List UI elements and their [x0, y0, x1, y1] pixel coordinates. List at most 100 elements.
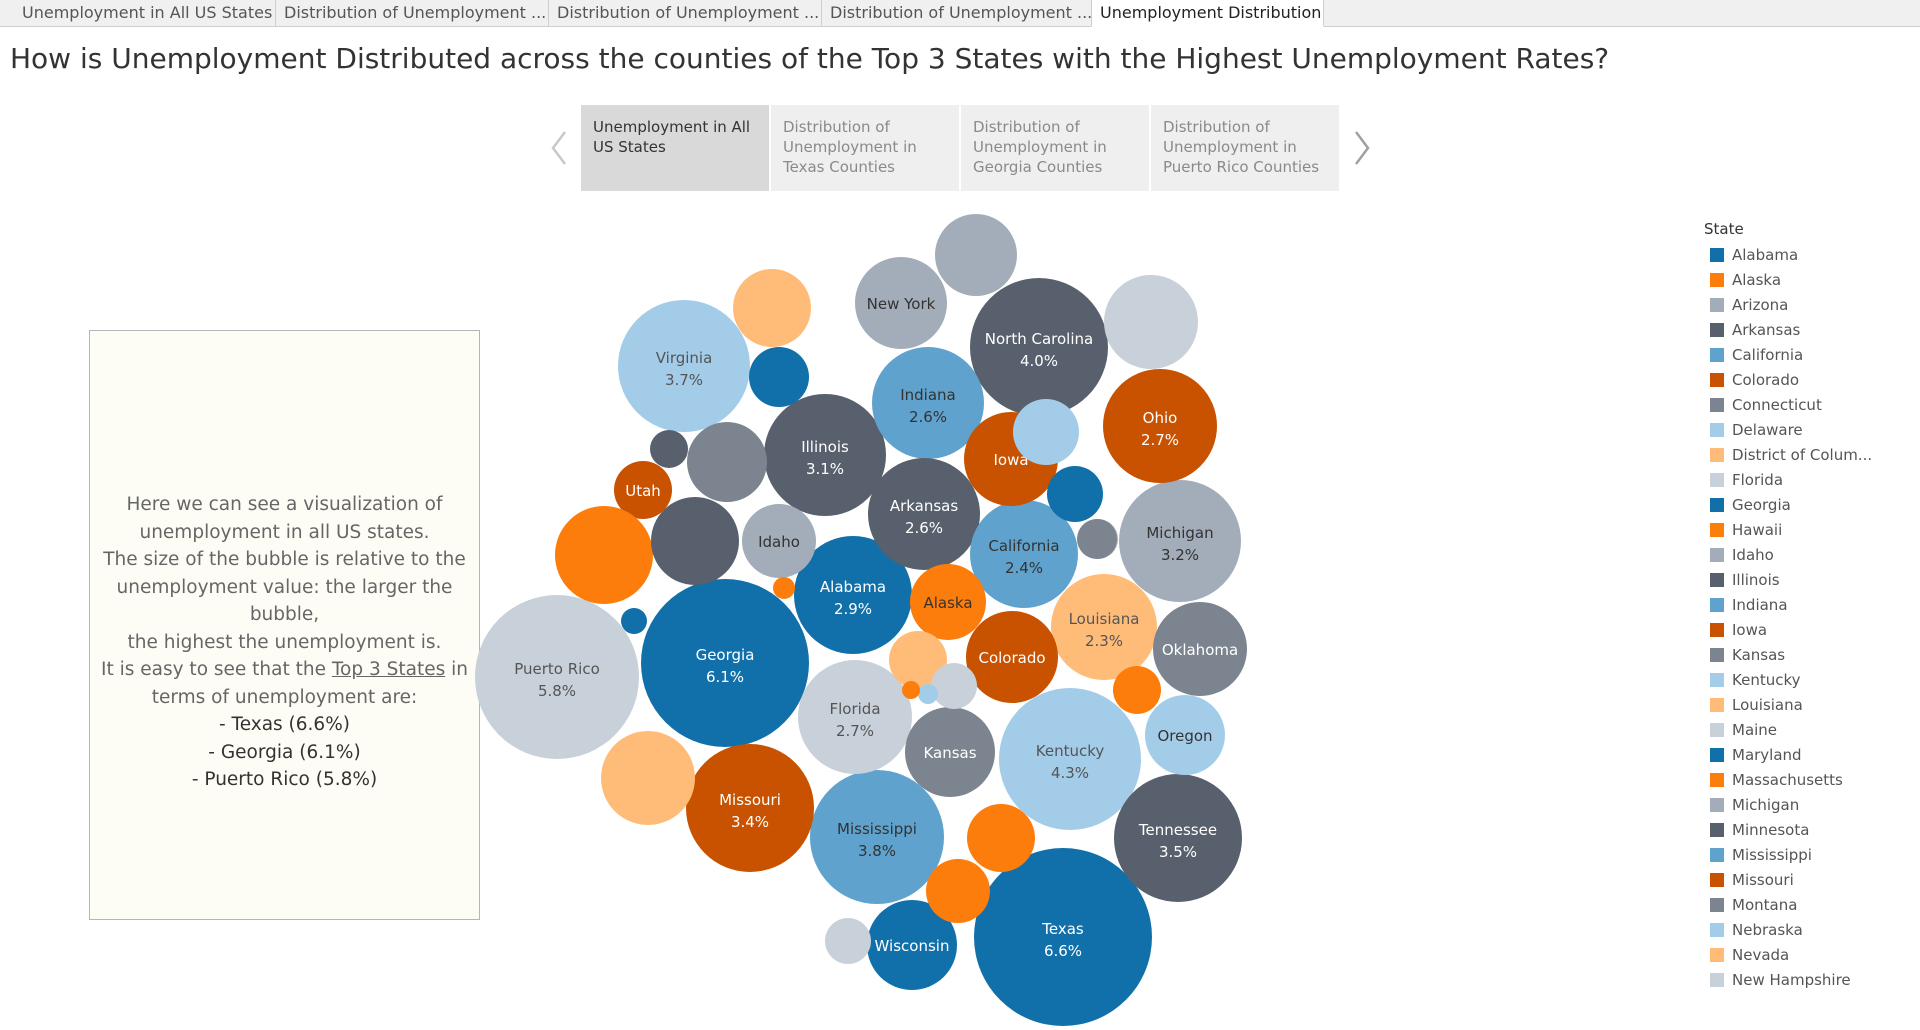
- bubble-unlabeled[interactable]: [733, 269, 811, 347]
- bubble-unlabeled[interactable]: [687, 422, 767, 502]
- bubble-missouri[interactable]: [686, 744, 814, 872]
- legend-item[interactable]: Alaska: [1704, 269, 1914, 294]
- legend-item[interactable]: Nevada: [1704, 944, 1914, 969]
- bubble-arkansas[interactable]: [868, 458, 980, 570]
- bubble-oklahoma[interactable]: [1153, 602, 1247, 696]
- bubble-florida[interactable]: [798, 660, 912, 774]
- bubble-unlabeled[interactable]: [926, 859, 990, 923]
- bubble-unlabeled[interactable]: [931, 663, 977, 709]
- bubble-kentucky[interactable]: [999, 688, 1141, 830]
- bubble-virginia[interactable]: [618, 300, 750, 432]
- legend-item[interactable]: Georgia: [1704, 494, 1914, 519]
- bubble-puerto-rico[interactable]: [475, 595, 639, 759]
- story-point-georgia[interactable]: Distribution of Unemployment in Georgia …: [961, 105, 1149, 191]
- legend-item[interactable]: Missouri: [1704, 869, 1914, 894]
- legend-label: District of Colum...: [1732, 446, 1873, 464]
- legend-item[interactable]: Florida: [1704, 469, 1914, 494]
- bubble-tennessee[interactable]: [1114, 774, 1242, 902]
- tab-unemployment-distribution[interactable]: Unemployment Distribution: [1091, 0, 1324, 27]
- bubble-unlabeled[interactable]: [889, 631, 947, 689]
- legend-item[interactable]: District of Colum...: [1704, 444, 1914, 469]
- legend-item[interactable]: Kansas: [1704, 644, 1914, 669]
- tab-distribution-2[interactable]: Distribution of Unemployment ...: [549, 0, 822, 26]
- story-next-arrow[interactable]: [1352, 130, 1372, 166]
- story-point-texas[interactable]: Distribution of Unemployment in Texas Co…: [771, 105, 959, 191]
- bubble-unlabeled[interactable]: [621, 608, 647, 634]
- bubble-unlabeled[interactable]: [1104, 275, 1198, 369]
- top-3-states-link[interactable]: Top 3 States: [331, 659, 446, 680]
- bubble-unlabeled[interactable]: [1113, 666, 1161, 714]
- bubble-value-label: 5.8%: [538, 682, 576, 700]
- bubble-value-label: 2.7%: [836, 722, 874, 740]
- legend-item[interactable]: Delaware: [1704, 419, 1914, 444]
- tab-unemployment-all-states[interactable]: Unemployment in All US States: [14, 0, 276, 26]
- legend-item[interactable]: Connecticut: [1704, 394, 1914, 419]
- bubble-indiana[interactable]: [872, 347, 984, 459]
- bubble-mississippi[interactable]: [810, 770, 944, 904]
- legend-item[interactable]: Arkansas: [1704, 319, 1914, 344]
- bubble-unlabeled[interactable]: [601, 731, 695, 825]
- legend-item[interactable]: Idaho: [1704, 544, 1914, 569]
- legend-item[interactable]: New Hampshire: [1704, 969, 1914, 994]
- bubble-oregon[interactable]: [1145, 695, 1225, 775]
- bubble-louisiana[interactable]: [1051, 574, 1157, 680]
- bubble-utah[interactable]: [614, 461, 672, 519]
- legend-item[interactable]: Colorado: [1704, 369, 1914, 394]
- legend-item[interactable]: Minnesota: [1704, 819, 1914, 844]
- story-point-all-states[interactable]: Unemployment in All US States: [581, 105, 769, 191]
- chevron-right-icon: [1355, 131, 1370, 165]
- legend-item[interactable]: Louisiana: [1704, 694, 1914, 719]
- bubble-california[interactable]: [970, 500, 1078, 608]
- legend-item[interactable]: Massachusetts: [1704, 769, 1914, 794]
- bubble-michigan[interactable]: [1119, 480, 1241, 602]
- legend-item[interactable]: Michigan: [1704, 794, 1914, 819]
- story-prev-arrow[interactable]: [549, 130, 569, 166]
- bubble-illinois[interactable]: [764, 394, 886, 516]
- bubble-georgia[interactable]: [641, 579, 809, 747]
- bubble-unlabeled[interactable]: [651, 497, 739, 585]
- bubble-alabama[interactable]: [794, 536, 912, 654]
- legend-label: Massachusetts: [1732, 771, 1843, 789]
- bubble-unlabeled[interactable]: [1013, 399, 1079, 465]
- legend-label: Georgia: [1732, 496, 1791, 514]
- legend-item[interactable]: California: [1704, 344, 1914, 369]
- legend-item[interactable]: Mississippi: [1704, 844, 1914, 869]
- legend-label: Connecticut: [1732, 396, 1822, 414]
- legend-item[interactable]: Nebraska: [1704, 919, 1914, 944]
- bubble-unlabeled[interactable]: [902, 681, 920, 699]
- bubble-unlabeled[interactable]: [773, 577, 795, 599]
- bubble-unlabeled[interactable]: [650, 430, 688, 468]
- bubble-unlabeled[interactable]: [1047, 466, 1103, 522]
- bubble-unlabeled[interactable]: [935, 214, 1017, 296]
- tab-distribution-1[interactable]: Distribution of Unemployment ...: [276, 0, 549, 26]
- legend-item[interactable]: Indiana: [1704, 594, 1914, 619]
- legend-item[interactable]: Maine: [1704, 719, 1914, 744]
- bubble-unlabeled[interactable]: [825, 918, 871, 964]
- bubble-colorado[interactable]: [966, 611, 1058, 703]
- bubble-unlabeled[interactable]: [749, 347, 809, 407]
- bubble-wisconsin[interactable]: [867, 900, 957, 990]
- bubble-unlabeled[interactable]: [918, 684, 938, 704]
- story-point-puerto-rico[interactable]: Distribution of Unemployment in Puerto R…: [1151, 105, 1339, 191]
- legend-item[interactable]: Montana: [1704, 894, 1914, 919]
- legend-item[interactable]: Illinois: [1704, 569, 1914, 594]
- bubble-kansas[interactable]: [905, 707, 995, 797]
- legend-label: Nebraska: [1732, 921, 1803, 939]
- bubble-label: Oklahoma: [1162, 641, 1238, 659]
- bubble-unlabeled[interactable]: [1077, 519, 1117, 559]
- bubble-alaska[interactable]: [910, 564, 986, 640]
- bubble-texas[interactable]: [974, 848, 1152, 1026]
- bubble-ohio[interactable]: [1103, 369, 1217, 483]
- bubble-new-york[interactable]: [855, 257, 947, 349]
- bubble-idaho[interactable]: [742, 504, 816, 578]
- legend-item[interactable]: Hawaii: [1704, 519, 1914, 544]
- bubble-north-carolina[interactable]: [970, 278, 1108, 416]
- legend-item[interactable]: Arizona: [1704, 294, 1914, 319]
- bubble-unlabeled[interactable]: [967, 804, 1035, 872]
- legend-item[interactable]: Maryland: [1704, 744, 1914, 769]
- bubble-unlabeled[interactable]: [555, 506, 653, 604]
- legend-item[interactable]: Iowa: [1704, 619, 1914, 644]
- legend-item[interactable]: Kentucky: [1704, 669, 1914, 694]
- bubble-label: Texas: [1041, 920, 1084, 938]
- legend-item[interactable]: Alabama: [1704, 244, 1914, 269]
